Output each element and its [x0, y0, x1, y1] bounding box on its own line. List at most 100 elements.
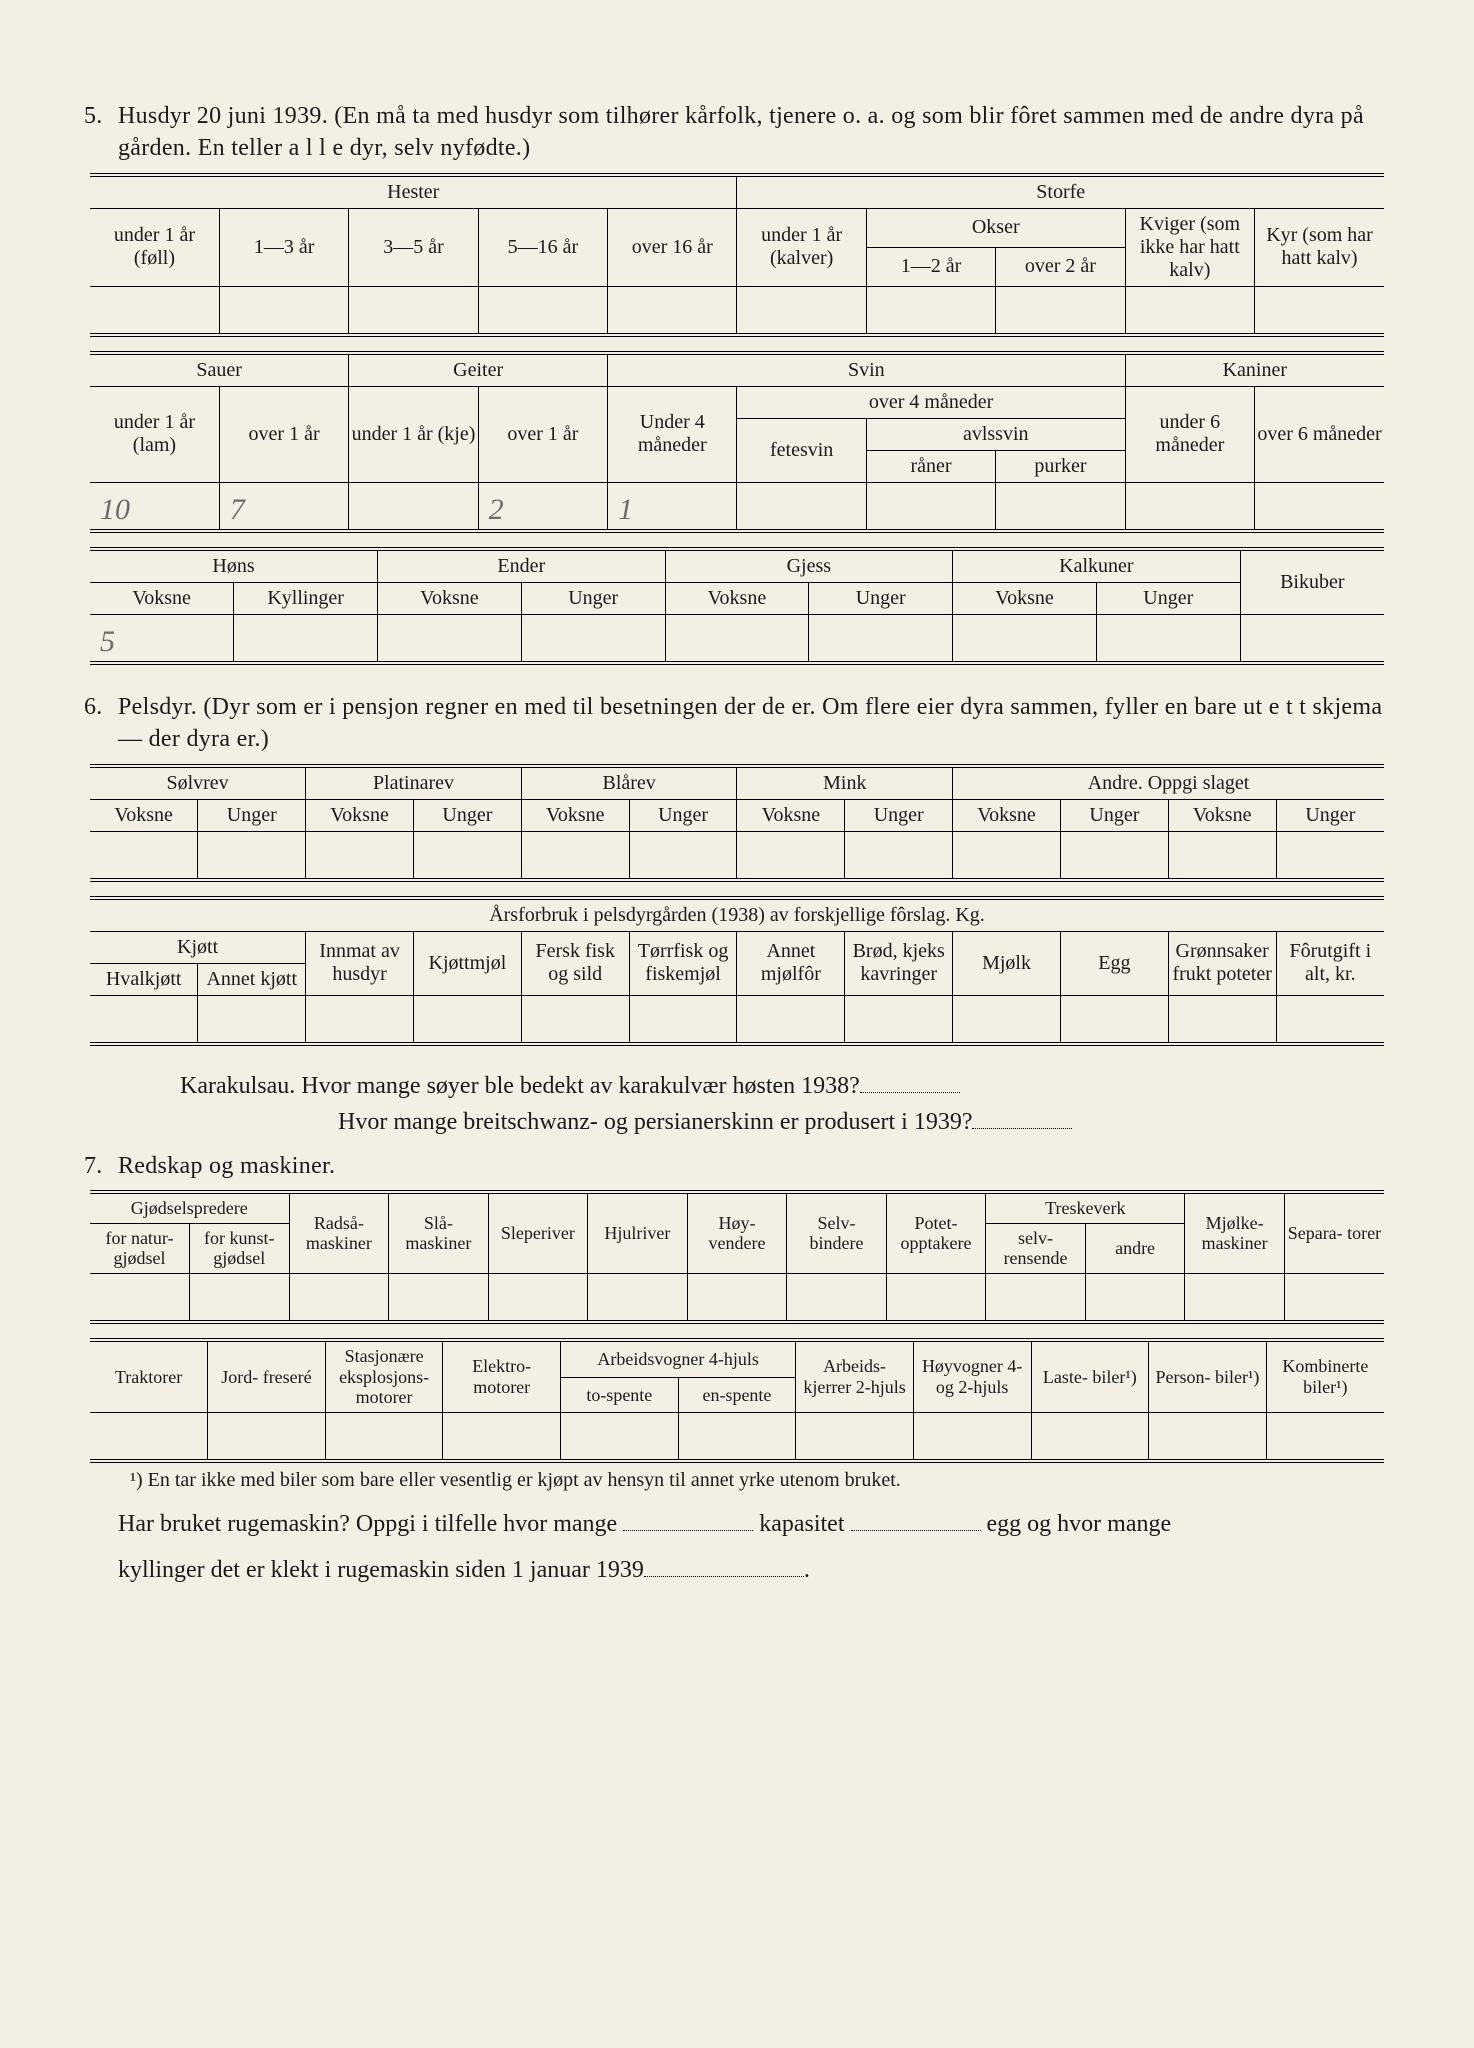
cell-7a-5[interactable] [588, 1274, 688, 1323]
cell-6b-6[interactable] [737, 995, 845, 1044]
cell-5b-6[interactable] [866, 482, 995, 531]
h-annetmjol: Annet mjølfôr [737, 931, 845, 995]
h-v4: Voksne [737, 799, 845, 831]
cell-6b-3[interactable] [413, 995, 521, 1044]
h-under1kje: under 1 år (kje) [349, 386, 478, 482]
cell-6a-0[interactable] [90, 831, 198, 880]
h-u2: Unger [413, 799, 521, 831]
karakul-blank2[interactable] [972, 1108, 1072, 1128]
cell-7b-0[interactable] [90, 1413, 208, 1462]
cell-5c-1[interactable] [234, 614, 378, 663]
cell-6a-5[interactable] [629, 831, 737, 880]
cell-6b-0[interactable] [90, 995, 198, 1044]
cell-6a-3[interactable] [413, 831, 521, 880]
cell-7a-3[interactable] [389, 1274, 489, 1323]
cell-5c-7[interactable] [1096, 614, 1240, 663]
cell-6a-10[interactable] [1168, 831, 1276, 880]
ruge-p1: Har bruket rugemaskin? Oppgi i tilfelle … [118, 1511, 617, 1537]
cell-7b-8[interactable] [1031, 1413, 1149, 1462]
cell-6b-11[interactable] [1276, 995, 1384, 1044]
cell-7a-7[interactable] [787, 1274, 887, 1323]
cell-6b-4[interactable] [521, 995, 629, 1044]
cell-6a-8[interactable] [953, 831, 1061, 880]
cell-5c-4[interactable] [665, 614, 809, 663]
cell-5c-6[interactable] [953, 614, 1097, 663]
cell-7b-7[interactable] [913, 1413, 1031, 1462]
h-under1k: under 1 år (kalver) [737, 208, 866, 286]
cell-5c-5[interactable] [809, 614, 953, 663]
cell-7b-10[interactable] [1266, 1413, 1384, 1462]
cell-5b-1[interactable]: 7 [219, 482, 348, 531]
h-under1lam: under 1 år (lam) [90, 386, 219, 482]
cell-6b-7[interactable] [845, 995, 953, 1044]
cell-5a-6[interactable] [866, 286, 995, 335]
h-stasjonare: Stasjonære eksplosjons- motorer [325, 1340, 443, 1413]
cell-5c-0[interactable]: 5 [90, 614, 234, 663]
cell-5c-2[interactable] [378, 614, 522, 663]
cell-5a-8[interactable] [1125, 286, 1254, 335]
cell-7a-12[interactable] [1284, 1274, 1384, 1323]
cell-5b-7[interactable] [996, 482, 1125, 531]
cell-5b-0[interactable]: 10 [90, 482, 219, 531]
cell-7a-1[interactable] [190, 1274, 290, 1323]
cell-5a-4[interactable] [608, 286, 737, 335]
cell-7a-11[interactable] [1185, 1274, 1285, 1323]
cell-5a-2[interactable] [349, 286, 478, 335]
h-jordfresere: Jord- freseré [208, 1340, 326, 1413]
h-unger3: Unger [809, 582, 953, 614]
cell-6a-4[interactable] [521, 831, 629, 880]
cell-7a-6[interactable] [687, 1274, 787, 1323]
cell-5a-7[interactable] [996, 286, 1125, 335]
cell-6b-8[interactable] [953, 995, 1061, 1044]
cell-7b-1[interactable] [208, 1413, 326, 1462]
cell-5b-4[interactable]: 1 [608, 482, 737, 531]
cell-6a-11[interactable] [1276, 831, 1384, 880]
cell-5a-3[interactable] [478, 286, 607, 335]
cell-6a-6[interactable] [737, 831, 845, 880]
cell-5c-8[interactable] [1240, 614, 1384, 663]
section6-title: 6.Pelsdyr. (Dyr som er i pensjon regner … [118, 691, 1384, 756]
cell-6a-9[interactable] [1060, 831, 1168, 880]
cell-5b-5[interactable] [737, 482, 866, 531]
cell-7b-5[interactable] [678, 1413, 796, 1462]
cell-6b-2[interactable] [306, 995, 414, 1044]
cell-7b-4[interactable] [561, 1413, 679, 1462]
cell-6b-9[interactable] [1060, 995, 1168, 1044]
cell-7b-2[interactable] [325, 1413, 443, 1462]
cell-6a-2[interactable] [306, 831, 414, 880]
h-sla: Slå- maskiner [389, 1192, 489, 1274]
cell-6a-7[interactable] [845, 831, 953, 880]
ruge-blank1[interactable] [623, 1511, 753, 1531]
cell-7a-0[interactable] [90, 1274, 190, 1323]
cell-7b-9[interactable] [1149, 1413, 1267, 1462]
cell-5b-2[interactable] [349, 482, 478, 531]
cell-6b-10[interactable] [1168, 995, 1276, 1044]
cell-7b-3[interactable] [443, 1413, 561, 1462]
cell-5c-3[interactable] [521, 614, 665, 663]
cell-5a-9[interactable] [1255, 286, 1384, 335]
cell-7a-8[interactable] [886, 1274, 986, 1323]
cell-5b-3[interactable]: 2 [478, 482, 607, 531]
cell-7a-9[interactable] [986, 1274, 1086, 1323]
ruge-blank2[interactable] [851, 1511, 981, 1531]
cell-6b-1[interactable] [198, 995, 306, 1044]
cell-5a-5[interactable] [737, 286, 866, 335]
cell-6b-5[interactable] [629, 995, 737, 1044]
cell-7b-6[interactable] [796, 1413, 914, 1462]
karakul-blank1[interactable] [860, 1072, 960, 1092]
cell-5a-0[interactable] [90, 286, 219, 335]
h-ferskfisk: Fersk fisk og sild [521, 931, 629, 995]
h-personbiler: Person- biler¹) [1149, 1340, 1267, 1413]
cell-5a-1[interactable] [219, 286, 348, 335]
h-elektro: Elektro- motorer [443, 1340, 561, 1413]
ruge-blank3[interactable] [644, 1556, 804, 1576]
cell-5b-8[interactable] [1125, 482, 1254, 531]
h-kjottmjol: Kjøttmjøl [413, 931, 521, 995]
cell-7a-4[interactable] [488, 1274, 588, 1323]
cell-6a-1[interactable] [198, 831, 306, 880]
ruge-p4: kyllinger det er klekt i rugemaskin side… [118, 1557, 644, 1583]
cell-5b-9[interactable] [1255, 482, 1384, 531]
h-3-5: 3—5 år [349, 208, 478, 286]
cell-7a-2[interactable] [289, 1274, 389, 1323]
cell-7a-10[interactable] [1085, 1274, 1185, 1323]
